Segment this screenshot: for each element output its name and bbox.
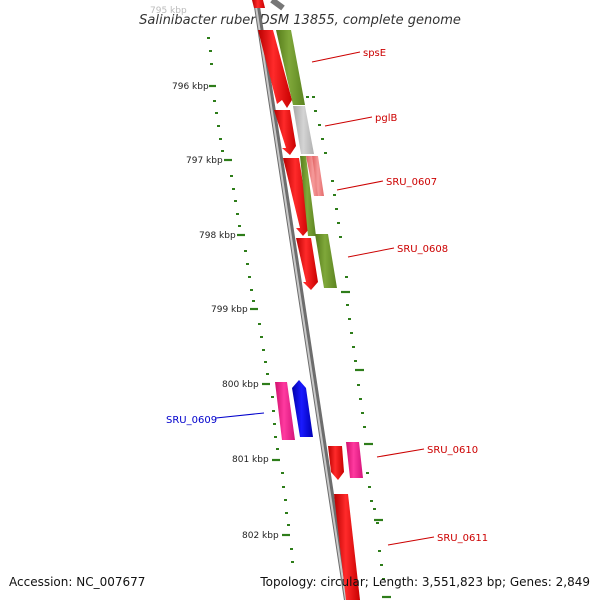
gene-arrow-sru0608-cds[interactable] — [296, 238, 318, 290]
footer-stats: Topology: circular; Length: 3,551,823 bp… — [259, 575, 590, 589]
gene-arrow-spse-cds[interactable] — [258, 30, 292, 108]
gene-feature-sru0608[interactable] — [315, 234, 337, 288]
outer-scale-ticks — [341, 290, 391, 599]
leader-line-pglb — [324, 116, 373, 127]
gene-label-spse: spsE — [363, 48, 386, 59]
map-title: Salinibacter ruber DSM 13855, complete g… — [139, 13, 461, 28]
inner-scale-ticks — [209, 84, 290, 537]
kbp-label-top-cut: 795 kbp — [150, 6, 187, 16]
leader-line-sru0610 — [376, 448, 425, 458]
leader-line-sru0611 — [387, 536, 435, 546]
kbp-label-800: 800 kbp — [222, 380, 259, 390]
kbp-label-799: 799 kbp — [211, 305, 248, 315]
leader-line-sru0607 — [336, 180, 384, 191]
gene-arrow-sru0610-cds[interactable] — [328, 446, 344, 480]
gene-arrow-pglb-cds[interactable] — [274, 110, 296, 155]
kbp-label-798: 798 kbp — [199, 231, 236, 241]
gene-label-pglb: pglB — [375, 113, 397, 124]
kbp-label-796: 796 kbp — [172, 82, 209, 92]
gene-arrow-sru0609-blue[interactable] — [292, 380, 313, 437]
kbp-label-797: 797 kbp — [186, 156, 223, 166]
gene-arrow-sru0607-cds[interactable] — [283, 158, 310, 236]
gene-label-sru0611: SRU_0611 — [437, 533, 488, 544]
kbp-label-801: 801 kbp — [232, 455, 269, 465]
genome-backbone — [253, 0, 350, 600]
inner-scale-track — [207, 37, 294, 563]
gene-arrow-sru0609-pink[interactable] — [275, 382, 295, 440]
footer-accession: Accession: NC_007677 — [9, 575, 145, 589]
gene-label-sru0608: SRU_0608 — [397, 244, 448, 255]
leader-line-sru0609 — [215, 412, 265, 419]
gene-feature-sru0607-c[interactable] — [312, 156, 324, 196]
kbp-label-802: 802 kbp — [242, 531, 279, 541]
gene-label-sru0610: SRU_0610 — [427, 445, 478, 456]
leader-line-spse — [311, 51, 361, 63]
gene-feature-spse[interactable] — [276, 30, 305, 105]
gene-feature-sru0607-b[interactable] — [300, 156, 316, 236]
gene-label-sru0607: SRU_0607 — [386, 177, 437, 188]
gene-arrow-sru0610-pink[interactable] — [346, 442, 363, 478]
gene-feature-pglb[interactable] — [293, 106, 314, 154]
gene-arrow-sru0611-cds[interactable] — [334, 494, 360, 600]
outer-scale-track — [306, 96, 385, 580]
gene-arrow-top-stub[interactable] — [252, 0, 265, 8]
leader-line-sru0608 — [347, 247, 395, 258]
gene-label-sru0609: SRU_0609 — [166, 415, 217, 426]
